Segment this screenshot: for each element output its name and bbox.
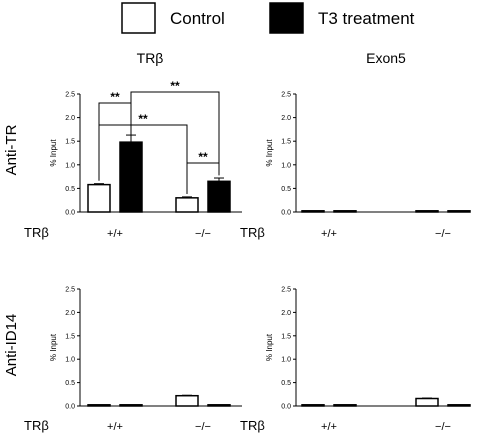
y-tick-label: 0.5 [65,186,75,193]
bar-t3 [207,404,231,407]
legend-swatch-control [121,2,156,34]
x-tick-label: +/+ [321,228,337,240]
y-tick-label: 0.0 [65,404,75,411]
bar-t3 [333,404,357,407]
significance-label: ** [138,112,148,126]
y-tick-label: 2.0 [65,310,75,317]
y-tick-label: 1.5 [65,333,75,340]
panel-trb: TRβ 0.0 0.5 1.0 1.5 2.0 2.5 % Input TRβ +/+ −/− ** *… [24,50,242,240]
y-tick-label: 2.5 [65,287,75,294]
y-tick-label: 0.0 [281,404,291,411]
panel-exon5: Exon5 0.0 0.5 1.0 1.5 2.0 2.5 % Input TRβ +/+ −/− [240,50,471,240]
bar-control [415,397,439,407]
bar-control [415,210,439,213]
y-tick-label: 1.0 [281,162,291,169]
y-tick-label: 0.0 [65,210,75,217]
bar-control [87,183,111,213]
y-tick-label: 1.0 [281,357,291,364]
row-label-anti-tr: Anti-TR [3,124,20,175]
significance-label: ** [170,79,180,93]
panel-title: TRβ [137,50,164,66]
x-axis-label: TRβ [240,225,265,240]
bar-control [87,404,111,407]
bar-t3 [119,141,143,213]
bar-t3 [333,210,357,213]
row-label-anti-id14: Anti-ID14 [3,314,20,377]
bar-control [301,210,325,213]
y-tick-label: 0.5 [281,380,291,387]
bar-t3 [447,404,471,407]
significance-bracket [186,162,220,194]
y-axis-label: % Input [265,333,274,361]
legend-swatch-t3 [269,2,304,34]
panel-id14-right: 0.0 0.5 1.0 1.5 2.0 2.5 % Input TRβ +/+ −/− [240,287,471,433]
x-axis-label: TRβ [24,418,49,433]
y-tick-label: 2.0 [281,310,291,317]
bar-t3 [447,210,471,213]
panel-id14-left: 0.0 0.5 1.0 1.5 2.0 2.5 % Input TRβ +/+ −/− [24,287,242,433]
x-tick-label: +/+ [321,421,337,433]
y-tick-label: 1.5 [281,139,291,146]
y-tick-label: 2.0 [281,115,291,122]
x-tick-label: +/+ [107,228,123,240]
y-tick-label: 2.0 [65,115,75,122]
legend-label-control: Control [170,9,225,28]
x-axis-label: TRβ [24,225,49,240]
bar-control [175,197,199,213]
y-tick-label: 0.5 [65,380,75,387]
y-tick-label: 0.0 [281,210,291,217]
y-tick-label: 1.5 [281,333,291,340]
y-tick-label: 1.0 [65,162,75,169]
y-axis-label: % Input [49,333,58,361]
y-axis-label: % Input [49,139,58,167]
y-tick-label: 2.5 [281,92,291,99]
x-tick-label: +/+ [107,421,123,433]
significance-bracket [130,91,220,172]
significance-label: ** [198,150,208,164]
legend: Control T3 treatment [121,2,415,34]
y-axis-label: % Input [265,139,274,167]
bar-t3 [207,180,231,213]
x-tick-label: −/− [435,421,451,433]
legend-label-t3: T3 treatment [318,9,415,28]
y-tick-label: 0.5 [281,186,291,193]
y-tick-label: 1.5 [65,139,75,146]
bar-control [301,404,325,407]
y-tick-label: 2.5 [281,287,291,294]
bar-control [175,394,199,407]
x-axis-label: TRβ [240,418,265,433]
x-tick-label: −/− [435,228,451,240]
x-tick-label: −/− [195,421,211,433]
bar-t3 [119,404,143,407]
y-tick-label: 1.0 [65,357,75,364]
significance-bracket [98,124,188,194]
x-tick-label: −/− [195,228,211,240]
significance-label: ** [110,90,120,104]
y-tick-label: 2.5 [65,92,75,99]
panel-title: Exon5 [366,50,406,66]
